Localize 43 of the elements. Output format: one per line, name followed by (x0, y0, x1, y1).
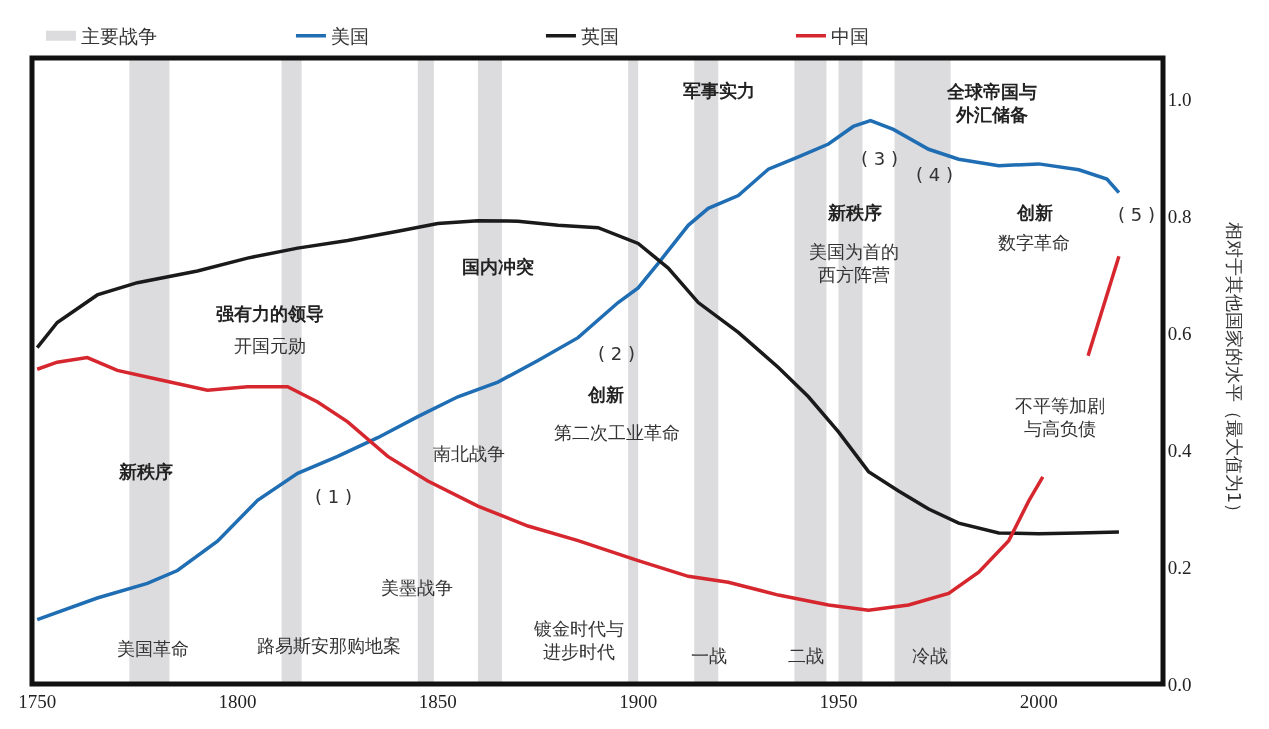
y-tick-label: 0.8 (1167, 205, 1192, 227)
annotation: 冷战 (912, 645, 948, 666)
annotation: 创新 (587, 384, 624, 405)
annotation: 不平等加剧与高负债 (1015, 395, 1105, 440)
x-tick-label: 1800 (218, 690, 257, 712)
annotation: 军事实力 (683, 80, 755, 101)
annotation: 数字革命 (998, 232, 1070, 253)
legend-label: 英国 (580, 25, 619, 48)
annotation: 开国元勋 (234, 335, 306, 356)
x-tick-label: 1850 (418, 690, 457, 712)
annotation: 创新 (1016, 202, 1053, 223)
legend-label: 中国 (830, 25, 869, 48)
annotation: ( 5 ) (1118, 204, 1155, 225)
y-tick-label: 1.0 (1167, 88, 1192, 110)
annotation: 美墨战争 (381, 577, 453, 598)
legend-label: 主要战争 (80, 25, 157, 48)
y-axis-title: 相对于其他国家的水平（最大值为1） (1224, 221, 1246, 522)
annotation: 全球帝国与外汇储备 (946, 81, 1037, 126)
annotation: 美国为首的西方阵营 (809, 241, 899, 286)
annotation: 南北战争 (433, 443, 505, 464)
annotation: ( 2 ) (598, 343, 635, 364)
annotation: 路易斯安那购地案 (257, 635, 401, 656)
y-tick-label: 0.2 (1167, 556, 1192, 578)
y-tick-label: 0.6 (1167, 322, 1192, 344)
annotation: 二战 (788, 645, 824, 666)
x-tick-label: 1950 (819, 690, 858, 712)
annotation: 强有力的领导 (216, 303, 324, 324)
annotation: 第二次工业革命 (554, 422, 680, 443)
annotation: ( 4 ) (916, 164, 953, 185)
annotation: 新秩序 (827, 202, 882, 223)
annotation: 一战 (691, 645, 727, 666)
annotation: 镀金时代与进步时代 (533, 618, 624, 663)
annotation: ( 3 ) (861, 148, 898, 169)
annotation: 美国革命 (117, 638, 189, 659)
annotation: ( 1 ) (315, 486, 352, 507)
x-tick-label: 1900 (619, 690, 658, 712)
annotation: 新秩序 (118, 461, 173, 482)
annotation: 国内冲突 (462, 256, 534, 277)
y-tick-label: 0.4 (1167, 439, 1193, 461)
y-tick-label: 0.0 (1167, 673, 1192, 695)
x-tick-label: 2000 (1019, 690, 1058, 712)
legend-label: 美国 (330, 25, 369, 48)
x-tick-label: 1750 (18, 690, 57, 712)
